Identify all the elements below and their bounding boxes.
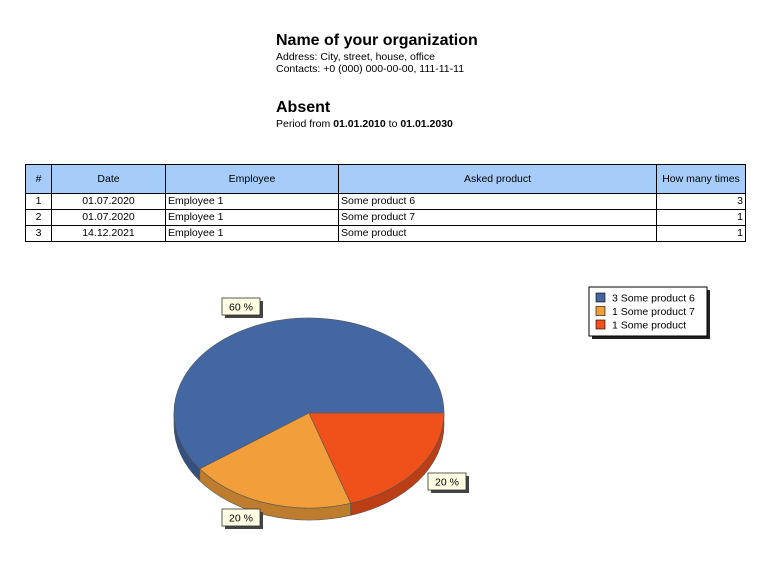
legend-entry: 1 Some product 7 xyxy=(612,306,695,318)
chart-legend: 3 Some product 61 Some product 7 1 Some p… xyxy=(588,286,710,339)
col-header-employee: Employee xyxy=(165,164,339,194)
pie-slices xyxy=(173,317,445,509)
cell-count: 1 xyxy=(656,209,746,226)
cell-employee: Employee 1 xyxy=(165,209,339,226)
col-header-number: # xyxy=(25,164,52,194)
pie-slice-some-product xyxy=(308,412,445,504)
cell-employee: Employee 1 xyxy=(165,193,339,210)
table-row: 1 01.07.2020 Employee 1 Some product 6 3 xyxy=(25,193,746,210)
legend-entry: 3 Some product 6 xyxy=(612,293,695,305)
cell-date: 14.12.2021 xyxy=(51,225,166,242)
table-row: 2 01.07.2020 Employee 1 Some product 7 1 xyxy=(25,209,746,226)
organization-contacts: Contacts: +0 (000) 000-00-00, 111-11-11 xyxy=(276,63,465,75)
cell-employee: Employee 1 xyxy=(165,225,339,242)
cell-number: 1 xyxy=(25,193,52,210)
cell-product: Some product 7 xyxy=(338,209,657,226)
col-header-asked-product: Asked product xyxy=(338,164,657,194)
cell-count: 3 xyxy=(656,193,746,210)
label-box xyxy=(221,508,261,527)
organization-name: Name of your organization xyxy=(276,32,478,49)
absent-table: # Date Employee Asked product How many t… xyxy=(25,164,746,242)
table-header-row: # Date Employee Asked product How many t… xyxy=(25,164,746,194)
pie-percent-label: 20 % xyxy=(427,472,469,493)
pie-slice-some-product-6 xyxy=(173,317,445,470)
legend-box xyxy=(588,286,708,337)
period-prefix: Period from xyxy=(276,118,334,130)
col-header-how-many-times: How many times xyxy=(656,164,746,194)
cell-number: 2 xyxy=(25,209,52,226)
legend-swatch xyxy=(595,319,606,330)
legend-entry: 1 Some product xyxy=(612,320,686,332)
report-header: Name of your organization Address: City,… xyxy=(276,31,756,130)
col-header-date: Date xyxy=(51,164,166,194)
percent-label-text: 20 % xyxy=(435,477,459,489)
period-to: 01.01.2030 xyxy=(400,118,453,130)
cell-product: Some product 6 xyxy=(338,193,657,210)
cell-count: 1 xyxy=(656,225,746,242)
percent-label-text: 20 % xyxy=(229,513,253,525)
legend-swatch xyxy=(595,292,606,303)
label-box xyxy=(427,472,467,491)
pie-percent-label: 20 % xyxy=(221,508,263,529)
cell-product: Some product xyxy=(338,225,657,242)
percent-label-text: 60 % xyxy=(229,302,253,314)
label-box xyxy=(221,297,261,316)
period-from: 01.01.2010 xyxy=(333,118,386,130)
legend-swatch xyxy=(595,306,606,316)
pie-slice-some-product-7 xyxy=(199,412,352,509)
cell-date: 01.07.2020 xyxy=(51,193,166,210)
report-period: Period from 01.01.2010 to 01.01.2030 xyxy=(276,118,756,130)
report-title: Absent xyxy=(276,99,331,116)
table-row: 3 14.12.2021 Employee 1 Some product 1 xyxy=(25,225,746,242)
cell-number: 3 xyxy=(25,225,52,242)
pie-percent-label: 60 % xyxy=(221,297,263,318)
cell-date: 01.07.2020 xyxy=(51,209,166,226)
period-mid: to xyxy=(385,118,401,130)
organization-address: Address: City, street, house, office xyxy=(276,51,435,63)
